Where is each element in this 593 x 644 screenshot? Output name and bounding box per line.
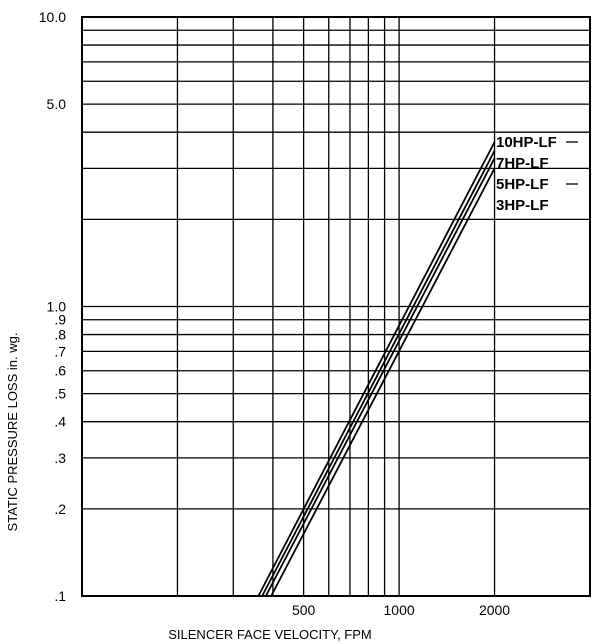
y-axis-label: STATIC PRESSURE LOSS in. wg.: [5, 333, 20, 532]
x-tick-label: 1000: [384, 602, 415, 618]
series-label: 5HP-LF: [496, 176, 549, 193]
series-label: 3HP-LF: [496, 197, 549, 214]
series-line: [265, 157, 496, 597]
y-tick-label: .8: [54, 327, 66, 343]
x-tick-labels: 500 1000 2000: [292, 602, 510, 618]
series-leader-lines: [566, 141, 578, 185]
y-tick-label: .7: [54, 343, 66, 359]
series-line: [261, 150, 496, 597]
series-line: [270, 167, 496, 597]
y-tick-labels: .1 .2 .3 .4 .5 .6 .7.8.91.0 5.0 10.0: [39, 9, 66, 604]
series-line: [257, 141, 496, 597]
y-tick-label: .9: [54, 312, 66, 328]
grid-lines: [82, 17, 590, 596]
x-tick-label: 2000: [479, 602, 510, 618]
y-tick-label: .4: [54, 414, 66, 430]
y-tick-label: 10.0: [39, 9, 66, 25]
x-axis-label: SILENCER FACE VELOCITY, FPM: [168, 627, 371, 642]
x-tick-label: 500: [292, 602, 316, 618]
plot-frame: [81, 16, 591, 597]
series-label: 10HP-LF: [496, 134, 557, 151]
series-label: 7HP-LF: [496, 155, 549, 172]
series-labels: 10HP-LF 7HP-LF 5HP-LF 3HP-LF: [496, 134, 557, 214]
y-tick-label: .2: [54, 501, 66, 517]
y-tick-label: 1.0: [47, 299, 67, 315]
series-lines: [257, 141, 496, 597]
y-tick-label: .1: [54, 588, 66, 604]
y-tick-label: .6: [54, 363, 66, 379]
y-tick-label: .5: [54, 386, 66, 402]
y-tick-label: .3: [54, 450, 66, 466]
y-tick-label: 5.0: [47, 96, 67, 112]
